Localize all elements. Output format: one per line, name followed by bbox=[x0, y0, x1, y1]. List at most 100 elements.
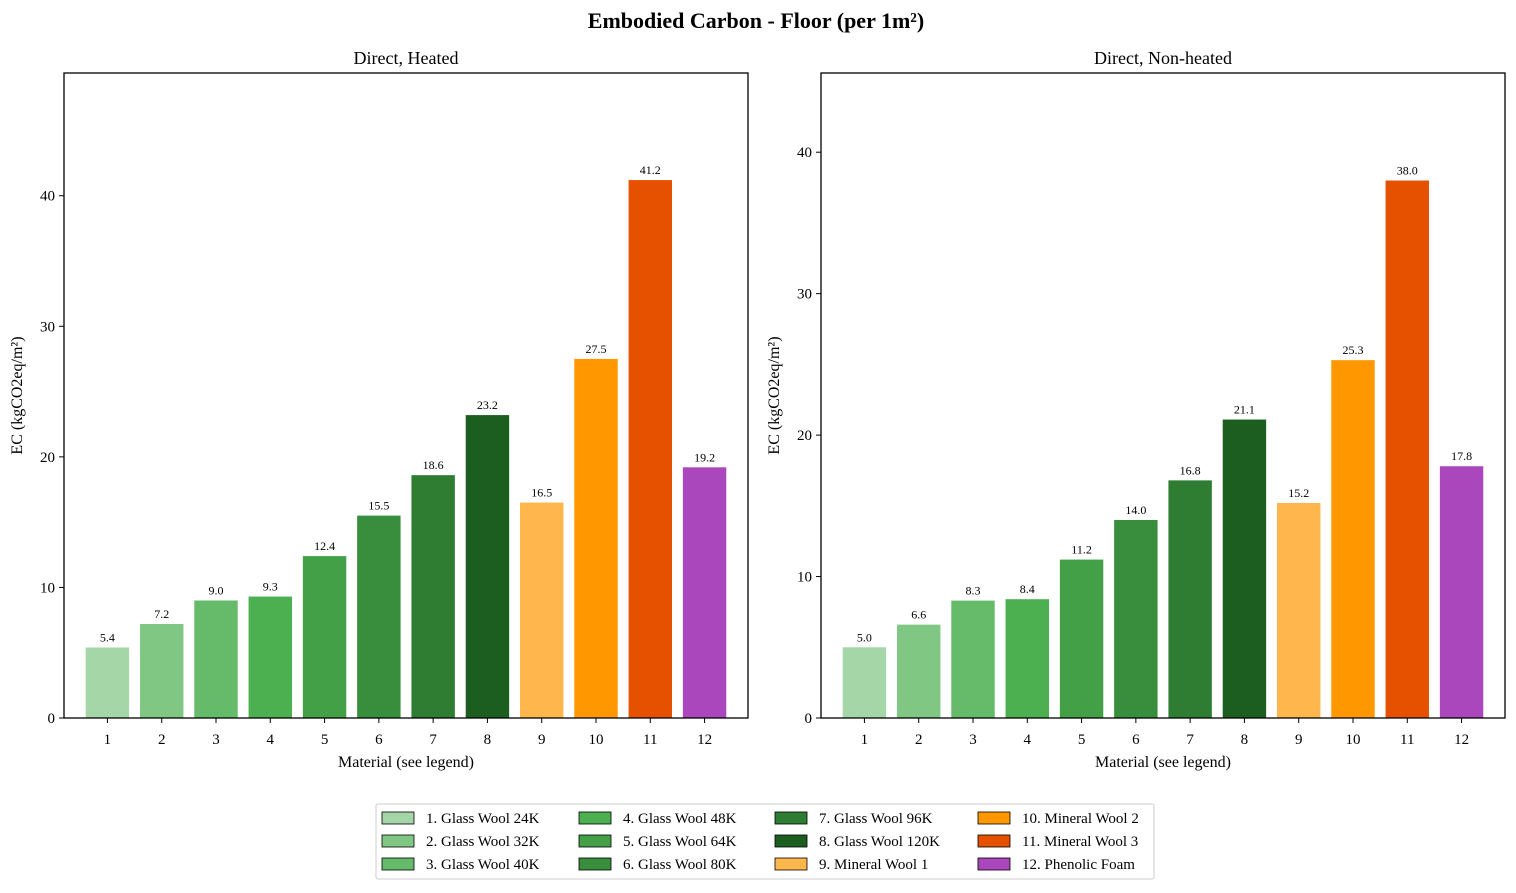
x-tick-label: 7 bbox=[1186, 732, 1194, 748]
bar-value-label: 11.2 bbox=[1071, 543, 1092, 557]
bar bbox=[1439, 466, 1484, 718]
y-axis-label: EC (kgCO2eq/m²) bbox=[9, 336, 26, 454]
x-tick-label: 12 bbox=[697, 732, 712, 748]
x-tick-label: 7 bbox=[429, 732, 437, 748]
bar bbox=[140, 623, 184, 718]
plot-frame bbox=[63, 72, 749, 719]
figure-title: Embodied Carbon - Floor (per 1m²) bbox=[588, 8, 924, 33]
legend-label: 11. Mineral Wool 3 bbox=[1022, 834, 1138, 850]
plot-frame bbox=[820, 72, 1506, 719]
bar-value-label: 16.8 bbox=[1180, 463, 1201, 477]
x-tick-label: 11 bbox=[1400, 732, 1414, 748]
y-axis-label: EC (kgCO2eq/m²) bbox=[766, 336, 783, 454]
bar-value-label: 41.2 bbox=[640, 163, 661, 177]
legend-label: 6. Glass Wool 80K bbox=[623, 857, 737, 873]
bar-value-label: 38.0 bbox=[1397, 164, 1418, 178]
x-axis-label: Material (see legend) bbox=[1095, 754, 1231, 771]
y-tick-label: 10 bbox=[40, 580, 55, 596]
y-tick-label: 40 bbox=[40, 189, 55, 205]
bar-value-label: 25.3 bbox=[1343, 343, 1364, 357]
x-tick-label: 8 bbox=[484, 732, 492, 748]
x-tick-label: 9 bbox=[1295, 732, 1303, 748]
x-tick-label: 3 bbox=[212, 732, 220, 748]
legend-label: 3. Glass Wool 40K bbox=[426, 857, 540, 873]
legend-label: 9. Mineral Wool 1 bbox=[819, 857, 928, 873]
legend-swatch bbox=[774, 834, 808, 848]
bar bbox=[302, 556, 347, 718]
y-tick-label: 20 bbox=[797, 428, 812, 444]
bar bbox=[1114, 519, 1158, 718]
bar-value-label: 18.6 bbox=[423, 458, 444, 472]
bar-value-label: 8.4 bbox=[1020, 582, 1035, 596]
x-tick-label: 9 bbox=[538, 732, 546, 748]
x-tick-label: 11 bbox=[643, 732, 657, 748]
bar-value-label: 7.2 bbox=[154, 607, 169, 621]
legend-label: 12. Phenolic Foam bbox=[1022, 857, 1135, 873]
x-tick-label: 3 bbox=[969, 732, 977, 748]
bar-value-label: 21.1 bbox=[1234, 403, 1255, 417]
bar bbox=[1059, 559, 1104, 718]
bar-value-label: 8.3 bbox=[966, 584, 981, 598]
bar-value-label: 5.0 bbox=[857, 630, 872, 644]
y-tick-label: 30 bbox=[797, 287, 812, 303]
bar bbox=[628, 180, 672, 719]
legend-swatch bbox=[381, 834, 415, 848]
y-tick-label: 10 bbox=[797, 570, 812, 586]
y-tick-label: 0 bbox=[805, 711, 813, 727]
bar bbox=[248, 596, 292, 718]
bar bbox=[411, 475, 455, 718]
bar bbox=[1005, 599, 1049, 718]
legend-swatch bbox=[381, 857, 415, 871]
bar-value-label: 17.8 bbox=[1451, 449, 1472, 463]
x-tick-label: 2 bbox=[158, 732, 166, 748]
bar bbox=[1385, 180, 1429, 718]
legend-swatch bbox=[977, 857, 1011, 871]
subplot-title: Direct, Heated bbox=[354, 48, 459, 68]
x-tick-label: 1 bbox=[861, 732, 869, 748]
bar bbox=[574, 358, 618, 718]
bar bbox=[897, 624, 941, 718]
legend-label: 5. Glass Wool 64K bbox=[623, 834, 737, 850]
bar-value-label: 15.2 bbox=[1288, 486, 1309, 500]
legend-label: 8. Glass Wool 120K bbox=[819, 834, 940, 850]
bar bbox=[842, 647, 887, 718]
bar bbox=[194, 600, 238, 718]
bar bbox=[1168, 480, 1212, 718]
bar bbox=[1222, 419, 1267, 718]
legend-label: 4. Glass Wool 48K bbox=[623, 811, 737, 827]
legend-label: 10. Mineral Wool 2 bbox=[1022, 811, 1139, 827]
x-axis-label: Material (see legend) bbox=[338, 754, 474, 771]
legend-frame bbox=[375, 803, 1155, 880]
bar bbox=[85, 647, 130, 718]
bar bbox=[465, 415, 510, 718]
legend-swatch bbox=[578, 834, 612, 848]
subplot-title: Direct, Non-heated bbox=[1094, 48, 1232, 68]
bar bbox=[1277, 503, 1321, 718]
legend-label: 1. Glass Wool 24K bbox=[426, 811, 540, 827]
legend-swatch bbox=[774, 857, 808, 871]
legend-swatch bbox=[977, 811, 1011, 825]
legend-label: 7. Glass Wool 96K bbox=[819, 811, 933, 827]
y-tick-label: 0 bbox=[48, 711, 56, 727]
bar-value-label: 16.5 bbox=[531, 486, 552, 500]
bar-value-label: 9.3 bbox=[263, 580, 278, 594]
x-tick-label: 5 bbox=[321, 732, 329, 748]
legend-swatch bbox=[578, 857, 612, 871]
x-tick-label: 5 bbox=[1078, 732, 1086, 748]
y-tick-label: 40 bbox=[797, 145, 812, 161]
bar-value-label: 5.4 bbox=[100, 630, 115, 644]
bar-value-label: 15.5 bbox=[368, 499, 389, 513]
x-tick-label: 8 bbox=[1241, 732, 1249, 748]
legend: 1. Glass Wool 24K 2. Glass Wool 32K 3. Gla… bbox=[375, 803, 1155, 880]
bar-value-label: 19.2 bbox=[694, 450, 715, 464]
bar bbox=[951, 600, 995, 718]
x-tick-label: 2 bbox=[915, 732, 923, 748]
bar-value-label: 6.6 bbox=[911, 608, 926, 622]
legend-swatch bbox=[774, 811, 808, 825]
bar-value-label: 23.2 bbox=[477, 398, 498, 412]
bar bbox=[357, 515, 401, 718]
chart-panel-non-heated: Direct, Non-heated 5.0 1 6.6 2 8.3 3 8.4 4 11.2 5 1… bbox=[766, 48, 1506, 771]
x-tick-label: 6 bbox=[1132, 732, 1140, 748]
x-tick-label: 10 bbox=[1346, 732, 1361, 748]
